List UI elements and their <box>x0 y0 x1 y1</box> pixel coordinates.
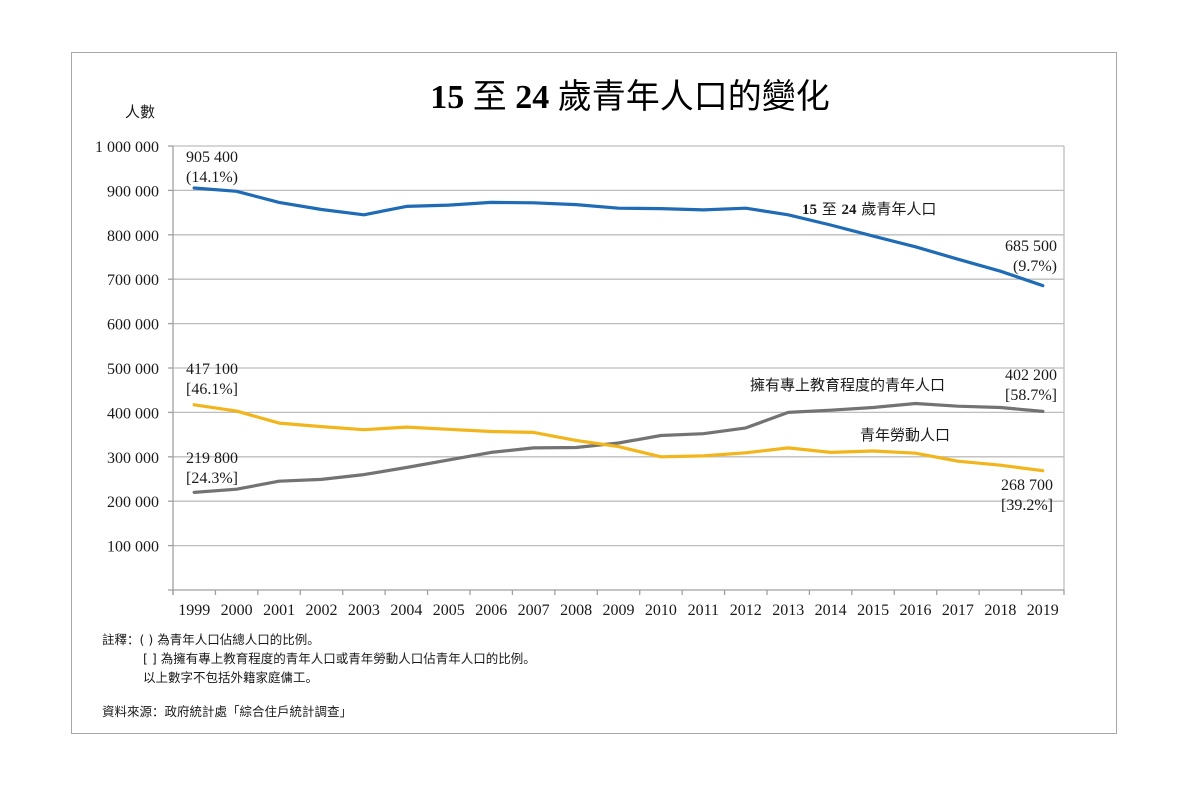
note-line-2: [ ] 為擁有專上教育程度的青年人口或青年勞動人口佔青年人口的比例。 <box>143 651 536 666</box>
end-data-label: [39.2%] <box>1001 497 1053 514</box>
y-tick-label: 1 000 000 <box>95 139 159 156</box>
y-tick-label: 700 000 <box>107 272 159 289</box>
end-data-label: 402 200 <box>1005 367 1057 384</box>
series-line-1 <box>192 401 1045 494</box>
start-data-label: 905 400 <box>186 149 238 166</box>
x-tick-label: 2000 <box>221 602 253 619</box>
x-tick-label: 2015 <box>857 602 889 619</box>
y-tick-label: 600 000 <box>107 317 159 334</box>
series-label-2: 青年勞動人口 <box>860 426 950 444</box>
x-tick-label: 2002 <box>306 602 338 619</box>
x-tick-label: 2016 <box>900 602 932 619</box>
x-tick-label: 2011 <box>688 602 719 619</box>
x-tick-labels: 1999 2000 2001 2002 2003 2004 2005 2006 2007 2008… <box>178 602 1059 619</box>
x-tick-label: 2009 <box>603 602 635 619</box>
axes <box>168 145 1065 595</box>
start-data-label: (14.1%) <box>186 169 238 186</box>
x-tick-label: 2008 <box>560 602 592 619</box>
x-tick-label: 2018 <box>984 602 1016 619</box>
note-line-1: 註釋：( ) 為青年人口佔總人口的比例。 <box>102 632 320 647</box>
x-tick-label: 2019 <box>1027 602 1059 619</box>
x-tick-label: 2014 <box>815 602 847 619</box>
y-tick-label: 200 000 <box>107 494 159 511</box>
series-line-0 <box>192 186 1045 288</box>
x-tick-label: 2005 <box>433 602 465 619</box>
x-tick-label: 2012 <box>730 602 762 619</box>
x-tick-label: 1999 <box>178 602 210 619</box>
x-tick-label: 2007 <box>518 602 550 619</box>
x-tick-label: 2010 <box>645 602 677 619</box>
start-data-label: 219 800 <box>186 450 238 467</box>
x-tick-label: 2006 <box>475 602 507 619</box>
series-label-0: 15 至 24 歲青年人口 <box>802 200 936 218</box>
y-tick-labels: 100 000 200 000 300 000 400 000 500 000 600 0… <box>95 139 159 556</box>
series-line-2 <box>192 403 1045 473</box>
chart-title: 15 至 24 歲青年人口的變化 <box>430 78 830 116</box>
series-label-1: 擁有專上教育程度的青年人口 <box>750 376 945 394</box>
y-tick-label: 300 000 <box>107 450 159 467</box>
end-data-label: [58.7%] <box>1005 387 1057 404</box>
end-data-label: 268 700 <box>1001 477 1053 494</box>
y-tick-label: 800 000 <box>107 228 159 245</box>
x-tick-label: 2001 <box>263 602 295 619</box>
x-tick-label: 2004 <box>390 602 422 619</box>
y-axis-label: 人數 <box>125 103 155 121</box>
x-tick-label: 2017 <box>942 602 974 619</box>
end-data-label: 685 500 <box>1005 238 1057 255</box>
data-source: 資料來源：政府統計處「綜合住戶統計調查」 <box>102 704 353 719</box>
note-line-3: 以上數字不包括外籍家庭傭工。 <box>143 670 319 685</box>
start-data-label: [24.3%] <box>186 470 238 487</box>
chart-frame <box>71 52 1117 734</box>
x-tick-label: 2013 <box>772 602 804 619</box>
end-data-label: (9.7%) <box>1013 258 1057 275</box>
start-data-label: [46.1%] <box>186 381 238 398</box>
y-tick-label: 400 000 <box>107 405 159 422</box>
x-tick-label: 2003 <box>348 602 380 619</box>
y-tick-label: 500 000 <box>107 361 159 378</box>
series-lines <box>192 186 1045 494</box>
y-tick-label: 900 000 <box>107 183 159 200</box>
gridlines <box>173 145 1064 547</box>
start-data-label: 417 100 <box>186 361 238 378</box>
notes: 註釋：( ) 為青年人口佔總人口的比例。 [ ] 為擁有專上教育程度的青年人口或… <box>102 630 536 721</box>
y-tick-label: 100 000 <box>107 539 159 556</box>
data-labels: 905 400 (14.1%) 685 500 (9.7%) 219 800 [24.3%… <box>186 149 1057 514</box>
